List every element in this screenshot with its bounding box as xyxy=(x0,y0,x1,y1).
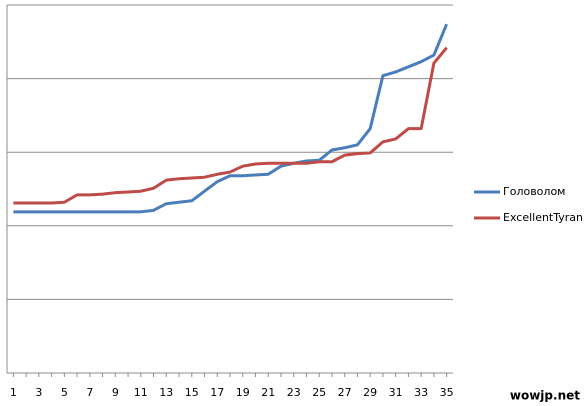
x-tick-label: 3 xyxy=(35,386,42,399)
x-tick-label: 11 xyxy=(134,386,148,399)
x-tick-label: 29 xyxy=(363,386,377,399)
x-tick-label: 7 xyxy=(86,386,93,399)
x-tick-label: 5 xyxy=(61,386,68,399)
x-tick-label: 1 xyxy=(10,386,17,399)
x-tick-label: 27 xyxy=(338,386,352,399)
series-line xyxy=(13,23,449,214)
series-line xyxy=(13,46,448,205)
x-tick-label: 15 xyxy=(185,386,199,399)
legend-label: ExcellentTyran xyxy=(503,211,583,224)
x-tick-label: 17 xyxy=(210,386,224,399)
x-tick-label: 35 xyxy=(440,386,454,399)
x-tick-label: 31 xyxy=(389,386,403,399)
x-tick-label: 19 xyxy=(236,386,250,399)
x-tick-label: 25 xyxy=(312,386,326,399)
legend-label: Головолом xyxy=(503,185,565,198)
watermark: wowjp.net xyxy=(510,389,580,403)
x-tick-label: 9 xyxy=(112,386,119,399)
x-tick-label: 23 xyxy=(287,386,301,399)
x-tick-label: 13 xyxy=(159,386,173,399)
x-tick-label: 33 xyxy=(414,386,428,399)
x-tick-label: 21 xyxy=(261,386,275,399)
